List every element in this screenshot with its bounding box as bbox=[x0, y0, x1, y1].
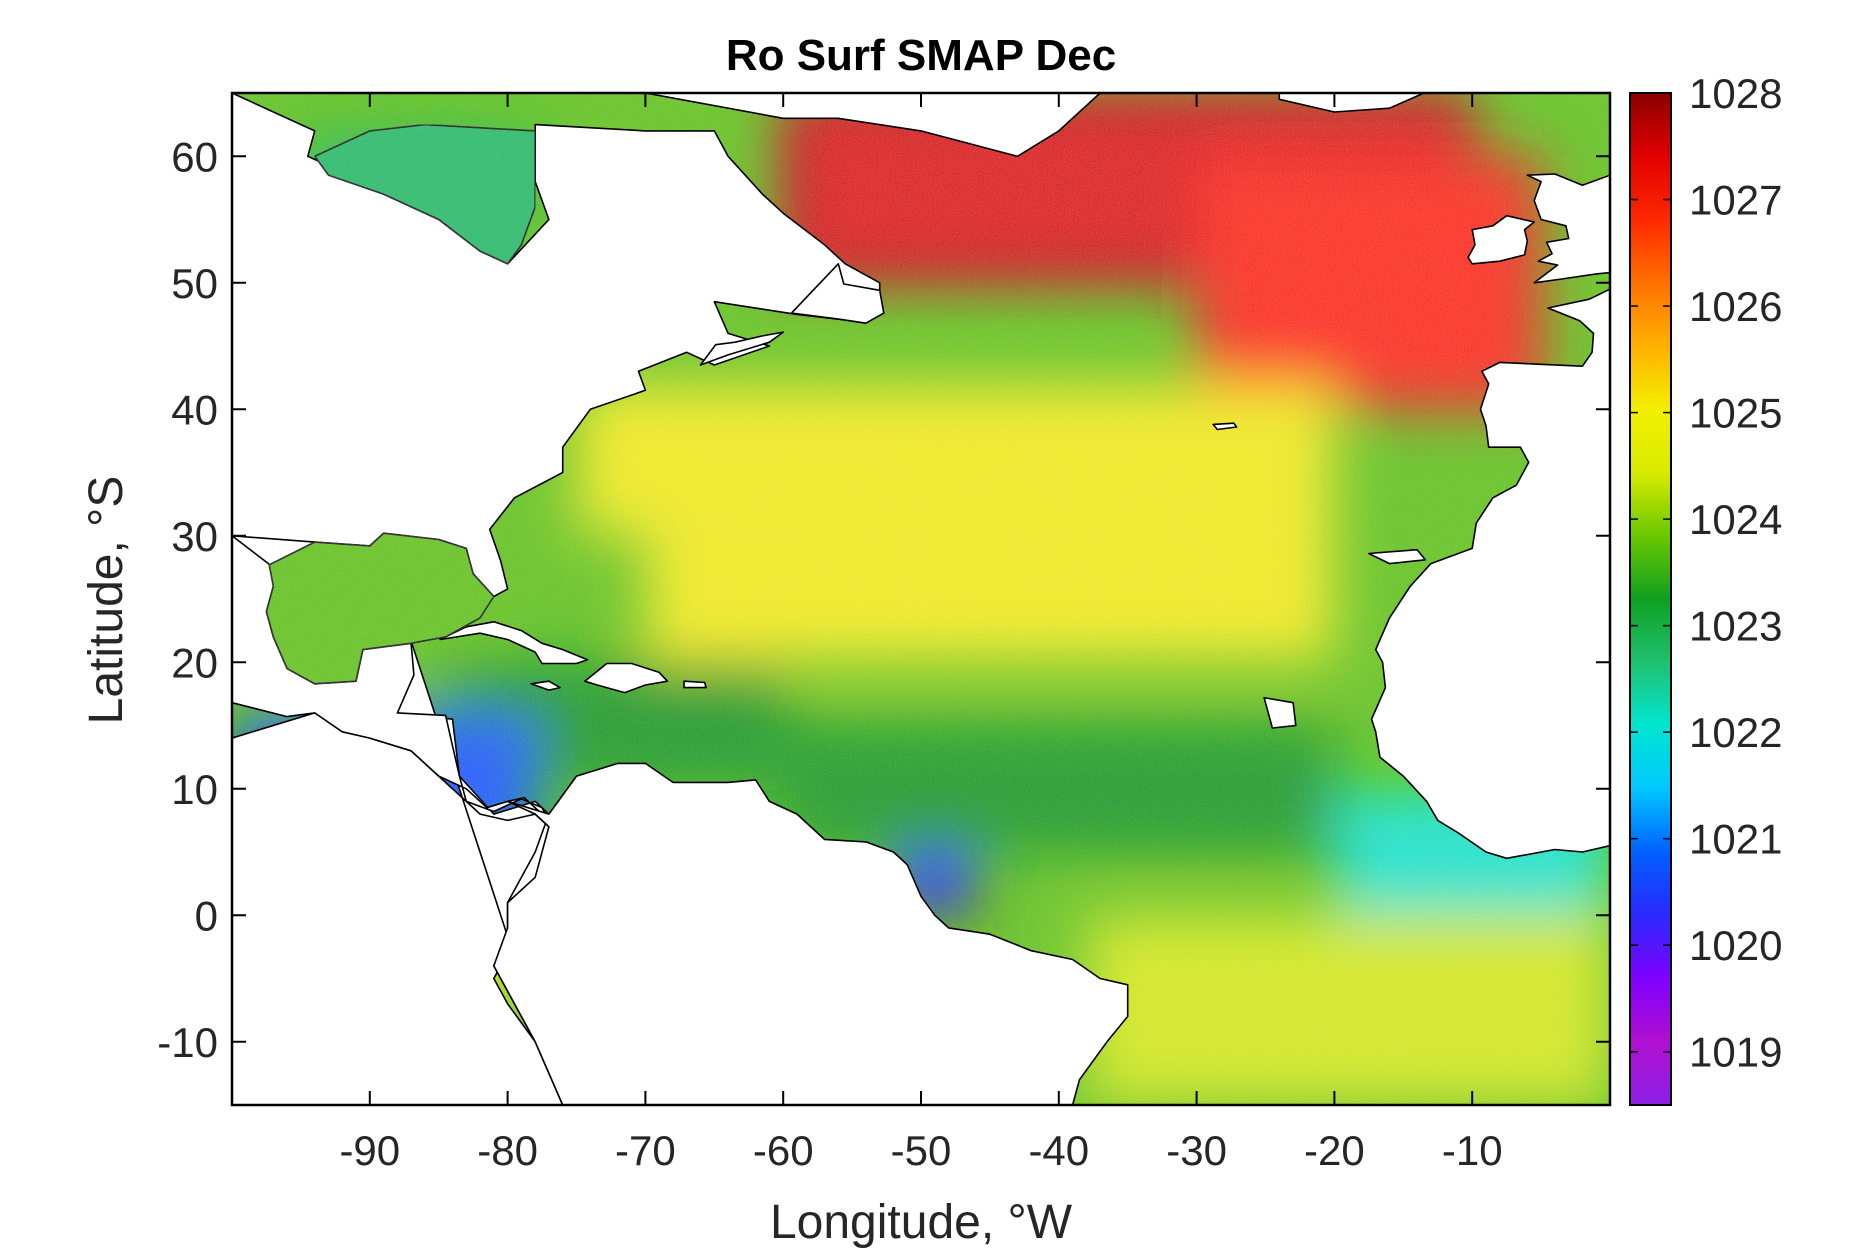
field-region bbox=[1196, 156, 1542, 410]
colorbar-tick-label: 1022 bbox=[1689, 709, 1782, 756]
y-axis-label: Latitude, °S bbox=[80, 476, 133, 725]
south-america-land bbox=[232, 762, 1129, 1105]
x-tick-label: -40 bbox=[1028, 1127, 1089, 1174]
y-tick-label: 40 bbox=[171, 386, 218, 433]
land-masses bbox=[232, 93, 1610, 1105]
plot-area bbox=[232, 93, 1610, 1105]
colorbar-tick-label: 1025 bbox=[1689, 390, 1782, 437]
x-axis: -90 -80 -70 -60 -50 -40 -30 -20 -10 bbox=[339, 93, 1503, 1174]
field-region bbox=[1086, 915, 1610, 1105]
y-tick-label: -10 bbox=[157, 1019, 218, 1066]
x-tick-label: -60 bbox=[753, 1127, 814, 1174]
gulf-of-mexico bbox=[265, 532, 495, 685]
y-tick-label: 50 bbox=[171, 260, 218, 307]
africa-europe-land bbox=[1370, 93, 1610, 860]
cape-verde-land bbox=[1263, 696, 1297, 729]
colorbar-tick-label: 1024 bbox=[1689, 496, 1782, 543]
x-tick-label: -70 bbox=[615, 1127, 676, 1174]
x-tick-label: -30 bbox=[1166, 1127, 1227, 1174]
colorbar-ticks: 1019 1020 1021 1022 1023 1024 1025 1026 1027 1028 bbox=[1630, 70, 1782, 1076]
colorbar-tick-label: 1026 bbox=[1689, 283, 1782, 330]
nova-scotia-land bbox=[699, 331, 784, 366]
canary-land bbox=[1368, 548, 1427, 565]
jamaica-land bbox=[530, 680, 561, 691]
azores-land bbox=[1212, 422, 1238, 431]
greenland-land bbox=[644, 93, 1101, 158]
colorbar-tick-label: 1021 bbox=[1689, 816, 1782, 863]
colorbar-tick-label: 1027 bbox=[1689, 177, 1782, 224]
y-tick-label: 30 bbox=[171, 513, 218, 560]
cuba-land bbox=[439, 621, 589, 665]
y-tick-label: 10 bbox=[171, 766, 218, 813]
y-tick-label: 60 bbox=[171, 133, 218, 180]
x-axis-label: Longitude, °W bbox=[770, 1196, 1073, 1249]
ireland-land bbox=[1467, 214, 1535, 265]
newfoundland-land bbox=[790, 263, 885, 324]
x-tick-label: -10 bbox=[1442, 1127, 1503, 1174]
colorbar-frame bbox=[1629, 92, 1672, 1106]
iceland-land bbox=[1278, 93, 1425, 113]
colorbar-tick-label: 1020 bbox=[1689, 922, 1782, 969]
hudson-bay bbox=[313, 123, 536, 265]
x-tick-label: -90 bbox=[339, 1127, 400, 1174]
field-region bbox=[576, 383, 1335, 536]
y-axis: -10 0 10 20 30 40 50 60 bbox=[157, 133, 1610, 1066]
colorbar: 1019 1020 1021 1022 1023 1024 1025 1026 1027 1028 bbox=[1629, 70, 1782, 1106]
y-tick-label: 0 bbox=[195, 892, 218, 939]
puerto-rico-land bbox=[683, 680, 707, 689]
colorbar-tick-label: 1028 bbox=[1689, 70, 1782, 117]
map-title: Ro Surf SMAP Dec bbox=[726, 31, 1116, 80]
colorbar-tick-label: 1019 bbox=[1689, 1029, 1782, 1076]
british-isles-land bbox=[1526, 173, 1610, 284]
x-tick-label: -50 bbox=[891, 1127, 952, 1174]
x-tick-label: -80 bbox=[477, 1127, 538, 1174]
colorbar-gradient bbox=[1630, 93, 1671, 1105]
y-tick-label: 20 bbox=[171, 639, 218, 686]
field-region bbox=[645, 535, 1335, 663]
x-tick-label: -20 bbox=[1304, 1127, 1365, 1174]
field-region bbox=[783, 725, 1335, 852]
colorbar-tick-label: 1023 bbox=[1689, 603, 1782, 650]
hispaniola-land bbox=[584, 662, 669, 694]
